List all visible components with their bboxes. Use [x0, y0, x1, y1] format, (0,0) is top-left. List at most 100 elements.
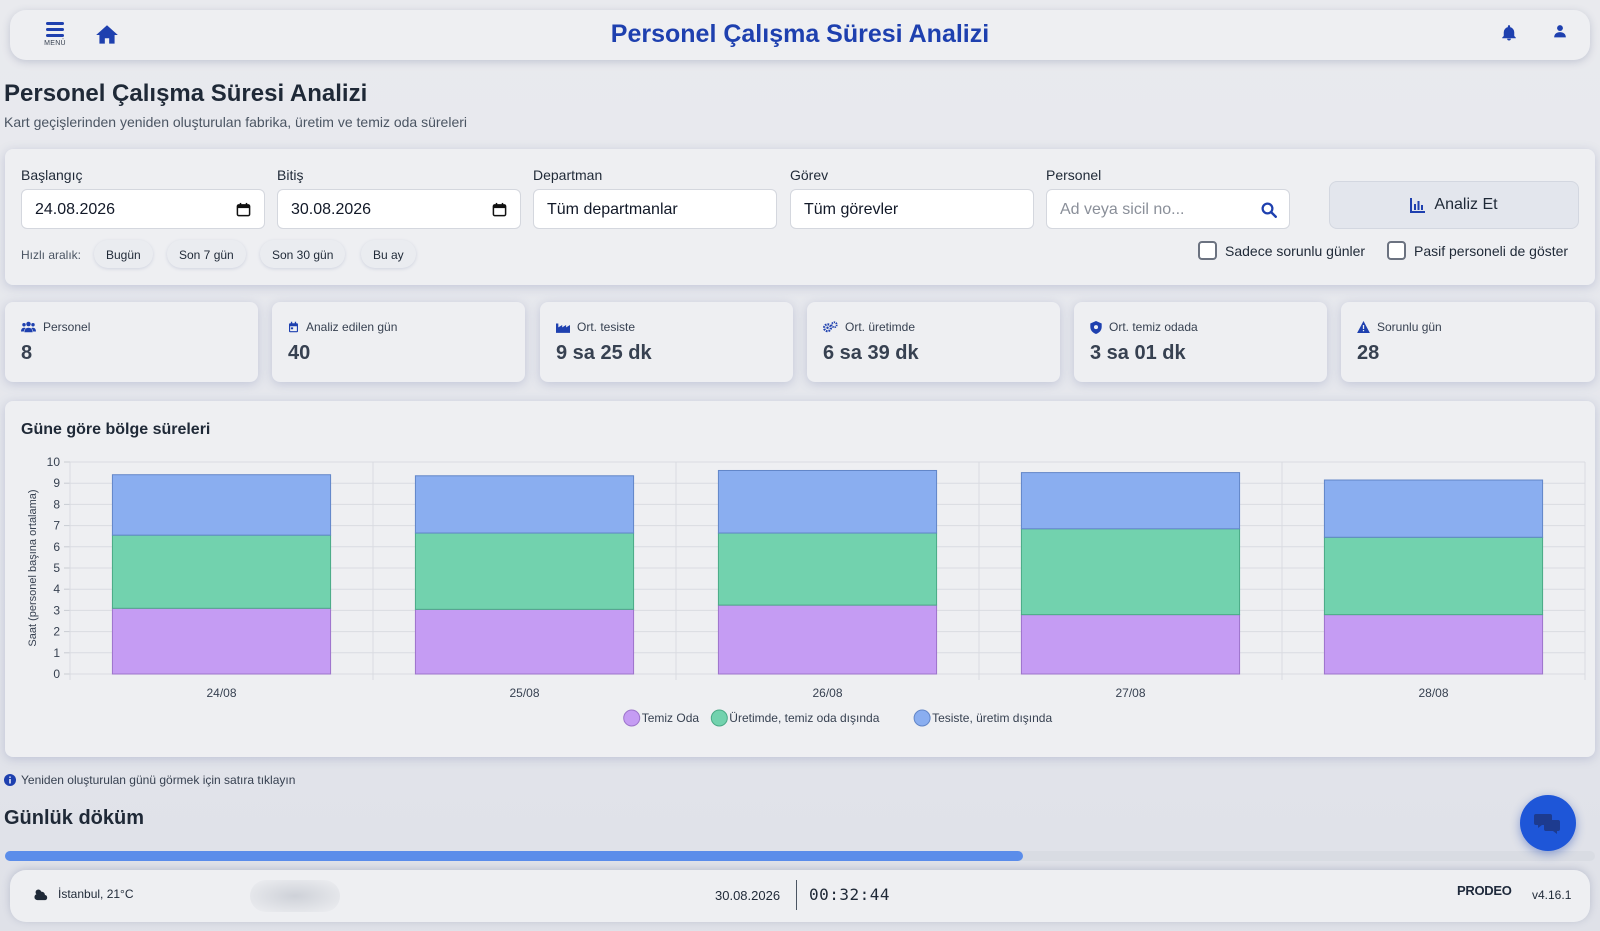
stat-card-avg-production: Ort. üretimde 6 sa 39 dk — [807, 302, 1060, 382]
role-select[interactable]: Tüm görevler — [790, 189, 1034, 229]
stat-value: 9 sa 25 dk — [556, 342, 652, 364]
bar-segment — [1020, 472, 1241, 530]
start-date-value: 24.08.2026 — [35, 201, 116, 218]
only-problem-days-label: Sadece sorunlu günler — [1225, 242, 1366, 259]
footer-date: 30.08.2026 — [715, 888, 781, 903]
stat-label: Analiz edilen gün — [288, 320, 397, 334]
stat-value: 28 — [1357, 342, 1380, 364]
x-tick-label: 24/08 — [206, 686, 236, 700]
stat-label: Ort. üretimde — [823, 320, 915, 334]
analyze-button[interactable]: Analiz Et — [1329, 181, 1579, 229]
y-tick-label: 10 — [47, 455, 61, 469]
page-title: Personel Çalışma Süresi Analizi — [4, 80, 368, 107]
stat-value: 8 — [21, 342, 33, 364]
legend-swatch — [710, 709, 728, 727]
x-tick-label: 28/08 — [1418, 686, 1448, 700]
bar-segment — [1323, 479, 1544, 538]
x-tick-label: 27/08 — [1115, 686, 1145, 700]
legend-label: Tesiste, üretim dışında — [932, 711, 1052, 725]
y-tick-label: 8 — [53, 497, 60, 511]
warning-icon — [1357, 321, 1370, 333]
end-date-value: 30.08.2026 — [291, 201, 372, 218]
search-icon[interactable] — [1260, 201, 1278, 219]
bar-segment — [717, 604, 938, 675]
stat-value: 3 sa 01 dk — [1090, 342, 1186, 364]
bar-segment — [1020, 528, 1241, 616]
stat-label-text: Personel — [43, 320, 91, 334]
y-tick-label: 0 — [53, 667, 60, 681]
stat-card-personnel: Personel 8 — [5, 302, 258, 382]
menu-label: MENÜ — [44, 40, 66, 47]
stat-label: Sorunlu gün — [1357, 320, 1442, 334]
start-date-input[interactable]: 24.08.2026 — [21, 189, 265, 229]
bar-segment — [111, 534, 332, 609]
checkbox-box[interactable] — [1198, 241, 1217, 260]
chat-button[interactable] — [1520, 795, 1576, 851]
legend-label: Üretimde, temiz oda dışında — [729, 711, 879, 725]
gears-icon — [823, 321, 838, 333]
y-tick-label: 7 — [53, 519, 60, 533]
quick-range-30-days[interactable]: Son 30 gün — [260, 240, 346, 268]
legend-label: Temiz Oda — [642, 711, 700, 725]
stat-label-text: Analiz edilen gün — [306, 320, 398, 334]
chat-icon — [1534, 814, 1560, 834]
stat-label-text: Ort. temiz odada — [1109, 320, 1198, 334]
factory-icon — [556, 323, 570, 333]
bar-segment — [414, 608, 635, 675]
app-title: Personel Çalışma Süresi Analizi — [610, 20, 990, 48]
analyze-label: Analiz Et — [1434, 196, 1498, 213]
y-tick-label: 4 — [53, 582, 60, 596]
divider — [796, 880, 797, 910]
progress-bar — [5, 851, 1595, 861]
y-tick-label: 1 — [53, 646, 60, 660]
user-button[interactable] — [1553, 24, 1573, 44]
legend-swatch — [623, 709, 641, 727]
footer-clock: 00:32:44 — [809, 885, 891, 904]
filter-panel: Başlangıç 24.08.2026 Bitiş 30.08.2026 De… — [5, 149, 1595, 285]
start-date-label: Başlangıç — [21, 167, 83, 183]
bar-segment — [414, 532, 635, 610]
quick-range-label: Hızlı aralık: — [21, 248, 82, 262]
quick-range-7-days[interactable]: Son 7 gün — [167, 240, 246, 268]
calendar-icon[interactable] — [236, 202, 251, 217]
notifications-button[interactable] — [1500, 24, 1520, 44]
end-date-input[interactable]: 30.08.2026 — [277, 189, 521, 229]
y-tick-label: 2 — [53, 625, 60, 639]
hamburger-icon — [46, 22, 64, 37]
role-label: Görev — [790, 167, 829, 183]
shield-icon — [1090, 320, 1102, 334]
menu-button[interactable]: MENÜ — [42, 20, 68, 54]
department-select[interactable]: Tüm departmanlar — [533, 189, 777, 229]
chart-card: Güne göre bölge süreleri 0 1 2 3 4 5 6 7 8 9 10 Saa… — [5, 401, 1595, 757]
bar-segment — [111, 474, 332, 536]
stat-card-avg-facility: Ort. tesiste 9 sa 25 dk — [540, 302, 793, 382]
info-icon — [4, 774, 16, 786]
brand-logo-text: PRODEO — [1457, 883, 1512, 898]
home-icon — [96, 25, 118, 44]
y-tick-label: 9 — [53, 476, 60, 490]
bar-segment — [717, 469, 938, 534]
stat-card-avg-cleanroom: Ort. temiz odada 3 sa 01 dk — [1074, 302, 1327, 382]
y-tick-label: 5 — [53, 561, 60, 575]
show-passive-checkbox[interactable]: Pasif personeli de göster — [1387, 241, 1568, 260]
bell-icon — [1502, 25, 1516, 41]
calendar-icon — [289, 321, 298, 333]
bar-segment — [1323, 614, 1544, 675]
home-button[interactable] — [94, 22, 120, 48]
cloud-sun-icon — [34, 889, 48, 901]
quick-range-this-month[interactable]: Bu ay — [361, 240, 416, 268]
calendar-icon[interactable] — [492, 202, 507, 217]
legend-swatch — [913, 709, 931, 727]
checkbox-box[interactable] — [1387, 241, 1406, 260]
person-search-input[interactable]: Ad veya sicil no... — [1046, 189, 1290, 229]
only-problem-days-checkbox[interactable]: Sadece sorunlu günler — [1198, 241, 1365, 260]
quick-range-today[interactable]: Bugün — [94, 240, 153, 268]
users-icon — [21, 321, 36, 333]
bar-segment — [1020, 614, 1241, 675]
person-search-placeholder: Ad veya sicil no... — [1060, 201, 1185, 218]
x-tick-label: 26/08 — [812, 686, 842, 700]
top-bar: MENÜ Personel Çalışma Süresi Analizi — [10, 10, 1590, 60]
bar-segment — [111, 607, 332, 675]
bar-segment — [717, 532, 938, 606]
weather-widget: İstanbul, 21°C — [32, 887, 134, 901]
